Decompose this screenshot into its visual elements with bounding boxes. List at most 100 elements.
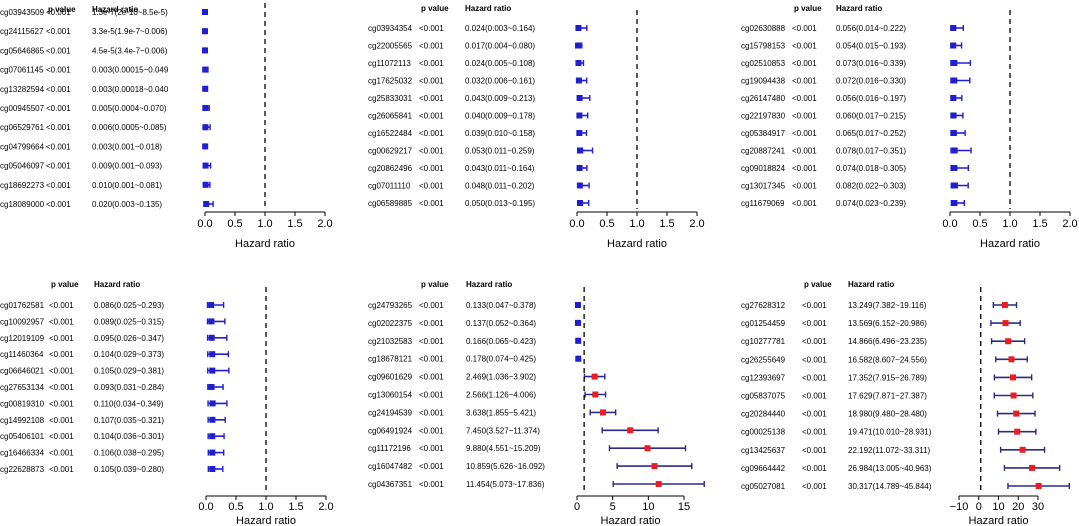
row-name: cg22005565 (368, 42, 413, 51)
hr-point (627, 427, 634, 434)
row-name: cg09018824 (741, 164, 786, 173)
hr-point (951, 182, 958, 189)
hr-point (655, 481, 662, 487)
row-hazard-ratio: 0.074(0.023~0.239) (836, 199, 906, 208)
x-tick-label: 0.0 (198, 501, 213, 513)
hr-point (951, 165, 958, 171)
row-hazard-ratio: 10.859(5.626~16.092) (466, 462, 545, 471)
x-tick-label: 20 (1012, 501, 1024, 513)
hr-point (950, 42, 957, 49)
row-hazard-ratio: 0.024(0.003~0.164) (465, 24, 535, 33)
row-name: cg06646021 (0, 367, 45, 376)
hr-point (591, 373, 598, 380)
forest-panel-2: p value Hazard ratio cg03934354 <0.001 0.024… (368, 4, 705, 250)
row-p-value: <0.001 (792, 42, 817, 51)
forest-panel-5: p value Hazard ratio cg24793265 <0.001 0.133… (368, 280, 705, 526)
hr-point (575, 42, 582, 49)
row-p-value: <0.001 (46, 123, 71, 132)
x-tick-label: 2.0 (1062, 218, 1077, 230)
row-name: cg06529761 (0, 123, 45, 132)
row-name: cg05646865 (0, 46, 45, 55)
hr-point (950, 95, 957, 101)
hr-point (951, 147, 958, 154)
x-axis-label: Hazard ratio (969, 515, 1029, 526)
row-p-value: <0.001 (792, 199, 817, 208)
row-p-value: <0.001 (419, 129, 444, 138)
header-p-value: p value (804, 280, 832, 289)
row-name: cg05046097 (0, 162, 45, 171)
forest-panel-6: p value Hazard ratio cg27628312 <0.001 13.24… (741, 280, 1070, 526)
x-tick-label: 0.5 (599, 218, 614, 230)
row-p-value: <0.001 (792, 164, 817, 173)
row-hazard-ratio: 0.089(0.025~0.315) (94, 317, 164, 326)
row-name: cg20862496 (368, 164, 413, 173)
row-p-value: <0.001 (46, 46, 71, 55)
row-p-value: <0.001 (46, 8, 71, 17)
row-hazard-ratio: 0.024(0.005~0.108) (465, 59, 535, 68)
row-hazard-ratio: 0.072(0.016~0.330) (836, 77, 906, 86)
row-name: cg06589885 (368, 199, 413, 208)
x-tick-label: 0.0 (942, 218, 957, 230)
row-name: cg27653134 (0, 383, 45, 392)
row-p-value: <0.001 (49, 383, 74, 392)
row-name: cg11172196 (368, 444, 411, 453)
row-hazard-ratio: 0.073(0.016~0.339) (836, 59, 906, 68)
hr-point (1010, 374, 1017, 381)
row-name: cg02510853 (741, 59, 786, 68)
row-name: cg09664442 (741, 464, 786, 473)
row-p-value: <0.001 (419, 462, 444, 471)
x-tick-label: 1.5 (1032, 218, 1047, 230)
header-hazard-ratio: Hazard ratio (465, 4, 511, 13)
hr-point (202, 28, 209, 35)
row-name: cg18678121 (368, 355, 413, 364)
x-tick-label: 0.0 (569, 218, 584, 230)
row-p-value: <0.001 (802, 446, 827, 455)
hr-point (208, 334, 215, 341)
row-hazard-ratio: 11.454(5.073~17.836) (466, 480, 545, 489)
row-name: cg13425637 (741, 446, 786, 455)
row-name: cg19094438 (741, 77, 786, 86)
header-p-value: p value (48, 5, 76, 14)
hr-point (208, 302, 215, 308)
row-name: cg01254459 (741, 319, 786, 328)
x-tick-label: 0.5 (972, 218, 987, 230)
row-hazard-ratio: 16.582(8.607~24.556) (848, 355, 927, 364)
row-p-value: <0.001 (419, 77, 444, 86)
x-tick-label: 1.0 (629, 218, 644, 230)
row-name: cg00025138 (741, 428, 786, 437)
hr-point (576, 182, 583, 189)
hr-point (576, 112, 583, 119)
row-name: cg15798153 (741, 42, 786, 51)
row-name: cg02630888 (741, 24, 786, 33)
row-hazard-ratio: 0.043(0.011~0.164) (465, 164, 535, 173)
hr-point (576, 95, 583, 101)
x-axis-label: Hazard ratio (236, 515, 296, 526)
hr-point (592, 391, 599, 398)
row-hazard-ratio: 0.048(0.011~0.202) (465, 182, 535, 191)
row-hazard-ratio: 0.104(0.029~0.373) (94, 350, 164, 359)
hr-point (202, 143, 209, 150)
hr-point (574, 302, 581, 308)
row-name: cg00629217 (368, 147, 413, 156)
row-name: cg18692273 (0, 181, 45, 190)
x-tick-label: 2.0 (689, 218, 704, 230)
hr-point (209, 433, 216, 440)
row-name: cg16047482 (368, 462, 413, 471)
row-hazard-ratio: 30.317(14.789~45.844) (848, 482, 932, 491)
hr-point (202, 47, 209, 54)
row-p-value: <0.001 (792, 24, 817, 33)
row-p-value: <0.001 (802, 392, 827, 401)
row-name: cg26147480 (741, 94, 786, 103)
hr-point (209, 416, 216, 423)
row-p-value: <0.001 (46, 162, 71, 171)
row-name: cg04367351 (368, 480, 413, 489)
row-hazard-ratio: 0.095(0.026~0.347) (94, 334, 164, 343)
row-name: cg11460364 (0, 350, 44, 359)
hr-point (575, 60, 582, 66)
hr-point (209, 449, 216, 456)
row-hazard-ratio: 0.106(0.038~0.295) (94, 449, 164, 458)
row-p-value: <0.001 (46, 181, 71, 190)
x-tick-label: 15 (678, 501, 690, 513)
x-tick-label: 2.0 (317, 218, 332, 230)
row-hazard-ratio: 0.032(0.006~0.161) (465, 77, 535, 86)
